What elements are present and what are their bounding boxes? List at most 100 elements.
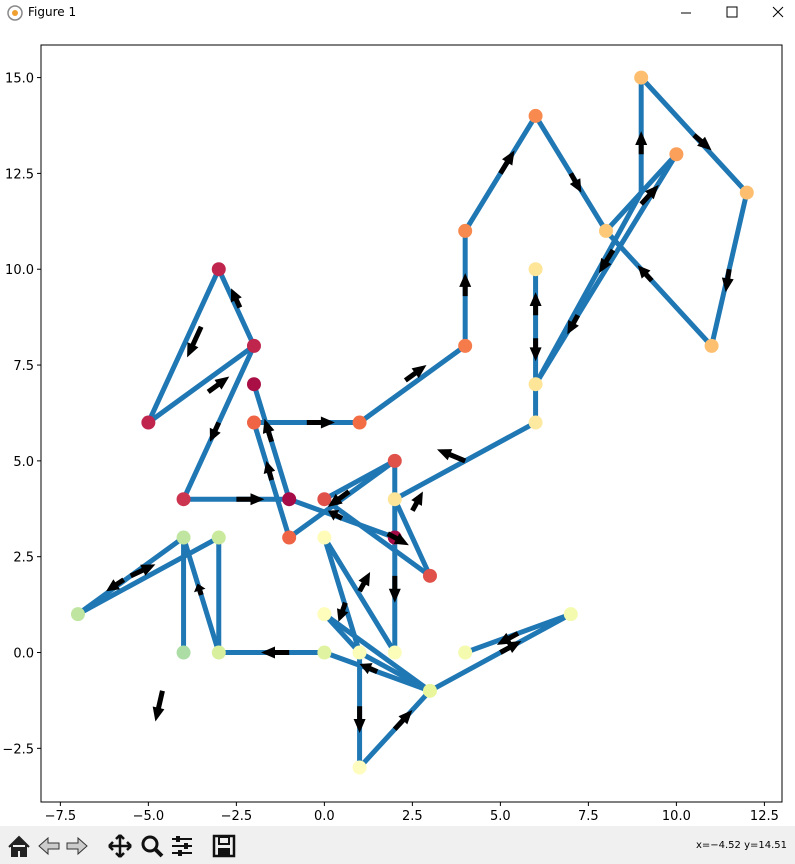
quiver-arrow bbox=[187, 325, 204, 358]
quiver-arrow bbox=[261, 646, 290, 659]
node-marker bbox=[176, 492, 191, 507]
path-segment bbox=[321, 458, 398, 502]
node-marker bbox=[352, 645, 367, 660]
quiver-arrow bbox=[359, 663, 379, 675]
node-marker bbox=[387, 645, 402, 660]
quiver-arrow bbox=[357, 572, 371, 593]
x-tick-label: 10.0 bbox=[662, 809, 691, 824]
quiver-arrow bbox=[230, 288, 243, 309]
title-bar: Figure 1 bbox=[0, 0, 795, 26]
quiver-arrow bbox=[206, 376, 230, 394]
path-segment bbox=[357, 343, 468, 426]
quiver-arrow bbox=[209, 421, 221, 442]
y-tick-label: 2.5 bbox=[13, 551, 34, 566]
quiver-arrow bbox=[327, 510, 344, 521]
node-marker bbox=[387, 453, 402, 468]
path-segment bbox=[321, 611, 433, 694]
node-marker bbox=[528, 415, 543, 430]
path-segment bbox=[427, 611, 574, 694]
path-segment bbox=[181, 343, 257, 502]
quiver-arrow bbox=[635, 131, 648, 155]
node-marker bbox=[211, 530, 226, 545]
quiver-arrow bbox=[106, 577, 126, 592]
quiver-arrow bbox=[194, 583, 206, 596]
quiver-arrow bbox=[498, 150, 515, 175]
node-marker bbox=[317, 530, 332, 545]
path-segment bbox=[145, 343, 257, 426]
node-marker bbox=[211, 645, 226, 660]
y-tick-label: 0.0 bbox=[13, 647, 34, 662]
x-tick-label: −2.5 bbox=[221, 809, 253, 824]
quiver-arrow bbox=[152, 690, 165, 722]
node-marker bbox=[317, 607, 332, 622]
node-marker bbox=[282, 530, 297, 545]
node-marker bbox=[176, 645, 191, 660]
x-tick-label: 5.0 bbox=[490, 809, 511, 824]
x-tick-label: 0.0 bbox=[314, 809, 335, 824]
node-marker bbox=[387, 492, 402, 507]
minimize-button[interactable] bbox=[663, 0, 709, 26]
node-marker bbox=[141, 415, 156, 430]
node-marker bbox=[422, 568, 437, 583]
quiver-arrow bbox=[599, 248, 616, 274]
path-segment bbox=[603, 151, 679, 234]
figure-background bbox=[0, 26, 795, 826]
quiver-arrow bbox=[327, 489, 351, 507]
pan-button[interactable] bbox=[106, 832, 134, 860]
quiver-arrow bbox=[129, 564, 156, 579]
window-title: Figure 1 bbox=[28, 5, 77, 19]
quiver-arrow bbox=[388, 575, 401, 603]
quiver-arrow bbox=[392, 710, 413, 731]
y-tick-label: 7.5 bbox=[13, 359, 34, 374]
quiver-arrow bbox=[386, 531, 409, 546]
x-tick-label: 12.5 bbox=[750, 809, 779, 824]
path-segment bbox=[321, 496, 433, 579]
quiver-arrow bbox=[306, 416, 335, 429]
node-marker bbox=[282, 492, 297, 507]
maximize-button[interactable] bbox=[709, 0, 755, 26]
y-tick-label: 5.0 bbox=[13, 455, 34, 470]
quiver-arrow bbox=[263, 460, 276, 481]
close-button[interactable] bbox=[755, 0, 795, 26]
configure-button[interactable] bbox=[168, 832, 196, 860]
quiver-arrow bbox=[499, 641, 522, 655]
quiver-arrow bbox=[529, 292, 542, 316]
node-marker bbox=[246, 415, 261, 430]
path-segment bbox=[462, 113, 539, 234]
path-segment bbox=[75, 535, 222, 617]
zoom-button[interactable] bbox=[138, 832, 166, 860]
node-marker bbox=[458, 338, 473, 353]
node-marker bbox=[598, 223, 613, 238]
y-tick-label: 15.0 bbox=[5, 72, 34, 87]
x-tick-label: 2.5 bbox=[402, 809, 423, 824]
quiver-arrow bbox=[637, 265, 654, 283]
quiver-arrow bbox=[639, 184, 659, 206]
y-tick-label: 12.5 bbox=[5, 167, 34, 182]
node-marker bbox=[422, 683, 437, 698]
node-marker bbox=[739, 185, 754, 200]
axes-frame bbox=[40, 44, 783, 803]
node-marker bbox=[246, 377, 261, 392]
node-marker bbox=[176, 530, 191, 545]
back-button[interactable] bbox=[35, 832, 63, 860]
forward-button[interactable] bbox=[63, 832, 91, 860]
y-tick-label: 10.0 bbox=[5, 263, 34, 278]
node-marker bbox=[317, 492, 332, 507]
cursor-status: x=−4.52 y=14.51 bbox=[695, 840, 787, 851]
node-marker bbox=[458, 223, 473, 238]
x-tick-label: −7.5 bbox=[45, 809, 77, 824]
quiver-arrow bbox=[353, 706, 366, 733]
quiver-arrow bbox=[437, 449, 467, 464]
path-segment bbox=[533, 113, 609, 234]
save-button[interactable] bbox=[210, 832, 238, 860]
quiver-arrow bbox=[459, 273, 472, 297]
quiver-arrow bbox=[568, 172, 582, 193]
node-marker bbox=[70, 607, 85, 622]
node-marker bbox=[528, 108, 543, 123]
home-button[interactable] bbox=[5, 832, 33, 860]
node-marker bbox=[352, 760, 367, 775]
node-marker bbox=[528, 377, 543, 392]
node-marker bbox=[211, 262, 226, 277]
y-tick-label: −2.5 bbox=[2, 742, 34, 757]
